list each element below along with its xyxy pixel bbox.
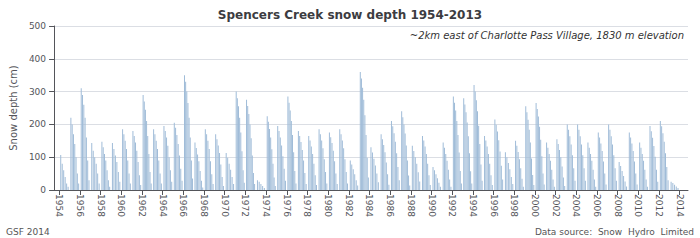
svg-text:1990: 1990 [427, 194, 437, 217]
svg-text:2004: 2004 [571, 194, 581, 217]
svg-text:2012: 2012 [654, 194, 664, 217]
svg-text:1956: 1956 [75, 194, 85, 217]
svg-text:2014: 2014 [675, 194, 685, 217]
svg-text:1982: 1982 [344, 194, 354, 217]
svg-text:~2km east of Charlotte Pass Vi: ~2km east of Charlotte Pass Village, 183… [410, 30, 684, 41]
svg-text:2000: 2000 [530, 194, 540, 217]
svg-text:500: 500 [29, 21, 46, 31]
svg-text:1984: 1984 [364, 194, 374, 217]
svg-text:1974: 1974 [261, 194, 271, 217]
svg-text:2002: 2002 [551, 194, 561, 217]
svg-text:1962: 1962 [137, 194, 147, 217]
svg-text:1998: 1998 [509, 194, 519, 217]
svg-text:1968: 1968 [199, 194, 209, 217]
svg-text:1986: 1986 [385, 194, 395, 217]
svg-text:1988: 1988 [406, 194, 416, 217]
svg-text:1976: 1976 [282, 194, 292, 217]
svg-text:300: 300 [29, 87, 46, 97]
svg-text:100: 100 [29, 152, 46, 162]
svg-text:Spencers Creek snow depth 1954: Spencers Creek snow depth 1954-2013 [218, 8, 482, 22]
svg-text:1958: 1958 [96, 194, 106, 217]
svg-text:400: 400 [29, 54, 46, 64]
svg-text:Snow depth (cm): Snow depth (cm) [8, 65, 19, 151]
svg-text:0: 0 [40, 185, 46, 195]
svg-text:2006: 2006 [592, 194, 602, 217]
svg-text:1964: 1964 [158, 194, 168, 217]
svg-text:2008: 2008 [613, 194, 623, 217]
svg-text:1992: 1992 [447, 194, 457, 217]
svg-text:1972: 1972 [240, 194, 250, 217]
svg-text:1954: 1954 [54, 194, 64, 217]
svg-text:1970: 1970 [220, 194, 230, 217]
svg-text:Data source: Snow Hydro Lim: Data source: Snow Hydro Limited [535, 227, 694, 237]
svg-text:1960: 1960 [116, 194, 126, 217]
svg-text:1978: 1978 [302, 194, 312, 217]
svg-text:1996: 1996 [489, 194, 499, 217]
svg-text:GSF 2014: GSF 2014 [6, 227, 50, 237]
svg-text:2010: 2010 [633, 194, 643, 217]
svg-text:200: 200 [29, 119, 46, 129]
svg-text:1980: 1980 [323, 194, 333, 217]
svg-text:1994: 1994 [468, 194, 478, 217]
svg-text:1966: 1966 [178, 194, 188, 217]
